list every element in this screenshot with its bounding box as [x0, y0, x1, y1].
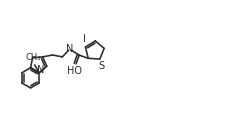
- Text: S: S: [98, 61, 104, 71]
- Text: N: N: [36, 65, 44, 75]
- Text: CH₃: CH₃: [26, 53, 41, 62]
- Text: N: N: [66, 44, 73, 54]
- Text: HO: HO: [66, 66, 82, 76]
- Text: I: I: [83, 34, 86, 44]
